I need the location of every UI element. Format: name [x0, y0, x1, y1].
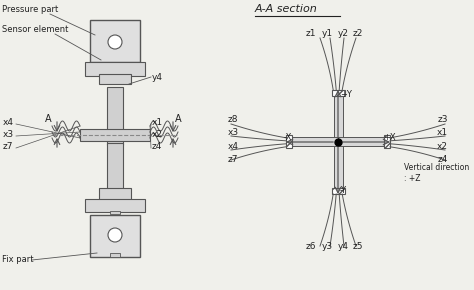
Bar [292, 137, 338, 146]
Text: z2: z2 [353, 29, 363, 38]
Text: x3: x3 [3, 130, 14, 139]
Circle shape [108, 228, 122, 242]
Bar [90, 20, 140, 62]
Text: -X: -X [284, 133, 292, 142]
Text: y4: y4 [152, 73, 163, 82]
Bar [332, 188, 345, 194]
Bar [99, 188, 131, 200]
Text: y2: y2 [337, 29, 348, 38]
Bar [85, 62, 145, 76]
Text: Pressure part: Pressure part [2, 5, 58, 14]
Text: +Y: +Y [340, 90, 352, 99]
Text: x3: x3 [228, 128, 239, 137]
Text: Sensor element: Sensor element [2, 25, 68, 34]
Text: z7: z7 [3, 142, 13, 151]
Text: x1: x1 [152, 118, 163, 127]
Text: A: A [175, 114, 182, 124]
Bar [332, 90, 345, 96]
Text: y3: y3 [321, 242, 333, 251]
Bar [110, 253, 120, 257]
Text: A-A section: A-A section [255, 4, 318, 14]
Text: x2: x2 [437, 142, 448, 151]
Bar [107, 143, 123, 190]
Bar [286, 135, 292, 148]
Text: Fix part: Fix part [2, 255, 34, 264]
Text: x1: x1 [437, 128, 448, 137]
Bar [110, 211, 120, 214]
Bar [338, 137, 384, 146]
Text: z3: z3 [438, 115, 448, 124]
Text: z5: z5 [353, 242, 363, 251]
Text: y4: y4 [337, 242, 348, 251]
Text: A: A [45, 114, 51, 124]
Text: +X: +X [383, 133, 396, 142]
Bar [334, 142, 343, 188]
Text: x2: x2 [152, 130, 163, 139]
Text: x4: x4 [228, 142, 239, 151]
Text: z1: z1 [306, 29, 316, 38]
Text: z8: z8 [228, 115, 238, 124]
Bar [90, 215, 140, 257]
Text: z6: z6 [306, 242, 316, 251]
Bar [384, 135, 390, 148]
Text: x4: x4 [3, 118, 14, 127]
Bar [80, 129, 150, 141]
Bar [107, 87, 123, 145]
Bar [334, 96, 343, 142]
Text: z7: z7 [228, 155, 238, 164]
Text: Vertical direction: Vertical direction [404, 163, 469, 172]
Bar [85, 199, 145, 212]
Text: : +Z: : +Z [404, 174, 420, 183]
Text: y1: y1 [321, 29, 333, 38]
Text: z4: z4 [152, 142, 163, 151]
Text: -Y: -Y [340, 186, 347, 195]
Bar [99, 74, 131, 84]
Circle shape [108, 35, 122, 49]
Text: z4: z4 [438, 155, 448, 164]
